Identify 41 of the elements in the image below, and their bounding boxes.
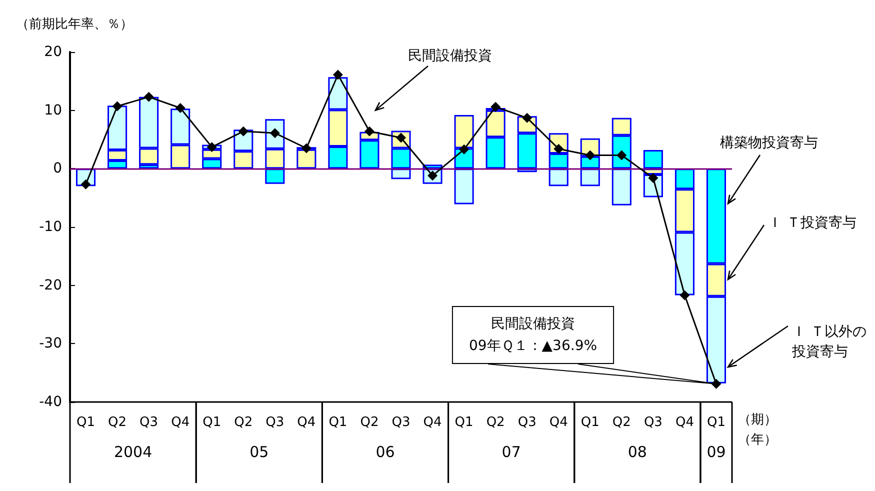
x-axis-title: （期）（年） xyxy=(738,412,777,448)
x-tick-label: Q4 xyxy=(675,415,694,430)
x-tick-label: Q4 xyxy=(549,415,568,430)
text: 06 xyxy=(376,443,395,461)
y-tick-label: 20 xyxy=(44,44,62,60)
x-tick-label: Q1 xyxy=(706,415,726,430)
x-tick-label: Q2 xyxy=(486,415,505,430)
y-tick-label: -30 xyxy=(39,336,62,352)
text: Ｉ Ｔ投資寄与 xyxy=(768,215,856,231)
y-tick-label: -40 xyxy=(39,394,62,410)
x-tick-label: Q3 xyxy=(644,415,662,430)
y-axis-title: （前期比年率、％） xyxy=(16,16,133,32)
x-tick-label: Q1 xyxy=(454,415,474,430)
x-tick-label: Q1 xyxy=(328,415,348,430)
annotation: 民間設備投資 09年Ｑ１：▲36.9% xyxy=(468,316,598,354)
x-tick-label: Q1 xyxy=(76,415,96,430)
x-tick-label: Q4 xyxy=(171,415,190,430)
y-tick-label: 10 xyxy=(44,102,62,118)
x-tick-label: Q2 xyxy=(360,415,379,430)
text: Ｉ Ｔ以外の投資寄与 xyxy=(791,324,866,360)
text: 09 xyxy=(706,443,726,461)
x-tick-label: Q2 xyxy=(234,415,253,430)
text: 05 xyxy=(250,443,269,461)
x-tick-label: Q4 xyxy=(423,415,442,430)
text: 07 xyxy=(502,443,521,461)
series-label: 構築物投資寄与 xyxy=(720,135,818,151)
x-tick-label: Q3 xyxy=(140,415,158,430)
x-tick-label: Q2 xyxy=(108,415,127,430)
x-tick-label: Q3 xyxy=(518,415,536,430)
x-tick-label: Q2 xyxy=(612,415,631,430)
x-tick-label: Q3 xyxy=(392,415,410,430)
x-tick-label: Q1 xyxy=(202,415,222,430)
y-tick-label: 0 xyxy=(53,160,62,177)
x-tick-label: Q3 xyxy=(266,415,284,430)
text: 2004 xyxy=(114,443,152,461)
text: 民間設備投資 xyxy=(408,48,492,64)
x-tick-label: Q4 xyxy=(297,415,316,430)
x-tick-label: Q1 xyxy=(580,415,600,430)
text: 08 xyxy=(628,443,647,461)
y-tick-label: -20 xyxy=(39,277,62,294)
y-tick-label: -10 xyxy=(39,219,62,235)
